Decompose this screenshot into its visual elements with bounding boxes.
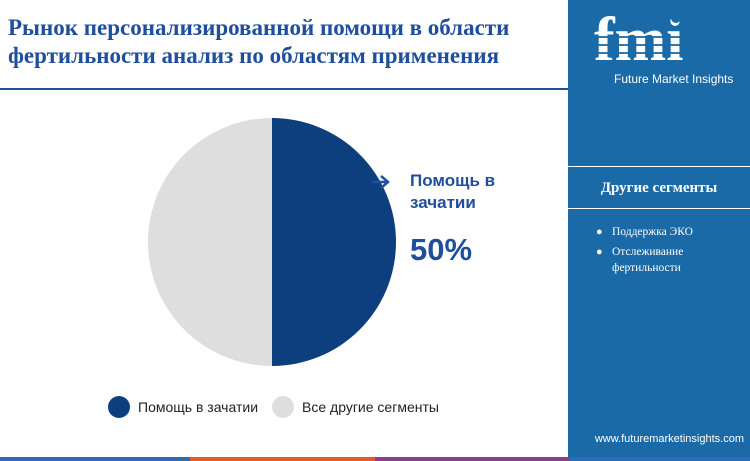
- sidebar: fmi Future Market Insights Другие сегмен…: [568, 0, 750, 461]
- legend-item: Помощь в зачатии: [108, 396, 258, 418]
- chart-title: Рынок персонализированной помощи в облас…: [8, 15, 510, 68]
- legend-label: Помощь в зачатии: [138, 399, 259, 415]
- website-url: www.futuremarketinsights.com: [594, 433, 744, 445]
- legend-label: Все другие сегменты: [302, 399, 439, 415]
- sidebar-divider-top: [568, 166, 750, 167]
- legend-swatch: [108, 396, 130, 418]
- segment-list: ● Поддержка ЭКО ● Отслеживание фертильност…: [592, 224, 742, 280]
- pie-slice-2: [148, 118, 272, 366]
- fmi-logo: fmi Future Market Insights: [588, 6, 738, 86]
- chart-legend: Помощь в зачатии Все другие сегменты: [108, 396, 453, 418]
- pie-chart: [148, 118, 396, 366]
- legend-swatch: [272, 396, 295, 418]
- pie-slice-1: [272, 118, 396, 366]
- sidebar-divider-bottom: [568, 208, 750, 209]
- fmi-logo-graphic: fmi: [592, 6, 732, 66]
- segment-item: ● Поддержка ЭКО: [592, 224, 742, 240]
- bullet-icon: ●: [596, 246, 603, 258]
- globe-icon-1: [645, 13, 655, 23]
- segment-label: Отслеживание фертильности: [612, 246, 684, 274]
- annotation-label: Помощь в зачатии: [410, 171, 496, 212]
- brand-name: Future Market Insights: [614, 72, 734, 86]
- bullet-icon: ●: [596, 226, 603, 238]
- legend-item: Все другие сегменты: [272, 396, 439, 418]
- globe-icon-3: [697, 13, 707, 23]
- sidebar-heading: Другие сегменты: [600, 180, 718, 196]
- segment-label: Поддержка ЭКО: [612, 226, 693, 238]
- footer-color-bar: [0, 457, 750, 461]
- title-divider: [0, 88, 568, 90]
- segment-item: ● Отслеживание фертильности: [592, 244, 742, 276]
- arrow-right-icon: [372, 175, 390, 189]
- globe-icon-2: [671, 13, 681, 23]
- annotation-value: 50%: [410, 232, 473, 267]
